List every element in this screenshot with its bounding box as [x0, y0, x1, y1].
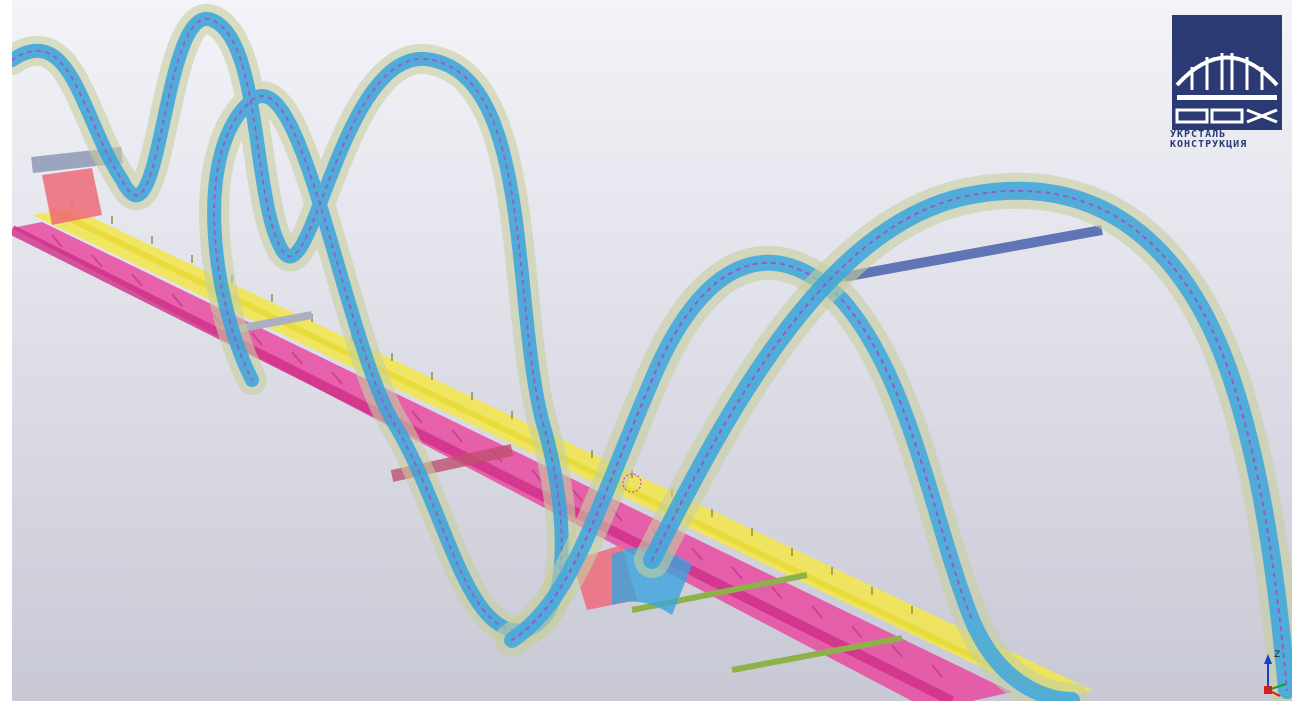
3d-viewport[interactable]: УКРСТАЛЬ КОНСТРУКЦИЯ Z: [12, 0, 1292, 701]
brand-line1: УКРСТАЛЬ: [1170, 129, 1227, 140]
arch-ribbon-right[interactable]: [495, 172, 1292, 701]
xyz-axis-icon[interactable]: Z: [1252, 648, 1292, 698]
bridge-3d-model[interactable]: [12, 0, 1292, 701]
selection-cursor-icon: [622, 473, 642, 493]
company-logo: УКРСТАЛЬ КОНСТРУКЦИЯ: [1160, 15, 1290, 150]
brand-line2: КОНСТРУКЦИЯ: [1170, 139, 1248, 150]
arch-ribbon-left[interactable]: [12, 4, 577, 646]
axis-z-label: Z: [1274, 650, 1281, 660]
bridge-logo-icon: [1172, 15, 1282, 130]
